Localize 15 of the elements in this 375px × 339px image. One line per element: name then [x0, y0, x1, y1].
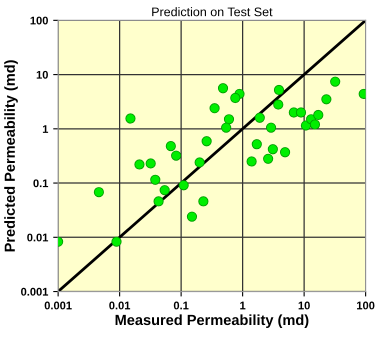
x-tick-label: 100 [357, 302, 374, 310]
x-tick-label: 10 [298, 302, 310, 310]
chart-title: Prediction on Test Set [152, 7, 272, 16]
y-tick-label: 0.01 [27, 234, 48, 242]
x-tick-label: 1 [240, 302, 246, 310]
x-tick-label: 0.1 [174, 302, 189, 310]
y-tick-label: 100 [30, 16, 48, 24]
x-tick-label: 0.01 [109, 302, 130, 310]
x-axis-title: Measured Permeability (md) [116, 314, 308, 328]
y-tick-label: 0.001 [21, 288, 48, 296]
y-axis-title: Predicted Permeability (md) [4, 60, 18, 252]
y-tick-label: 10 [36, 70, 48, 79]
y-tick-label: 0.1 [33, 179, 48, 188]
y-tick-label: 1 [42, 125, 48, 133]
x-tick-label: 0.001 [44, 302, 72, 310]
